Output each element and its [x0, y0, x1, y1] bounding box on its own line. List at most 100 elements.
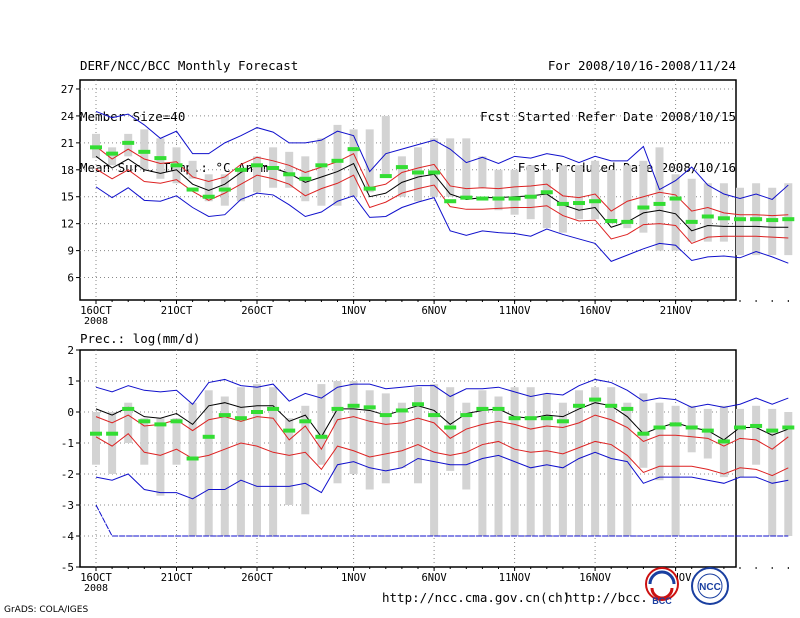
panel2-median-marker: [750, 423, 763, 428]
panel2-box: [558, 402, 567, 536]
panel2-median-marker: [234, 416, 247, 421]
panel1-box: [430, 138, 439, 197]
panel1-box: [285, 151, 294, 188]
panel2-box: [414, 387, 422, 484]
panel1-x-tick-label: 21NOV: [660, 305, 692, 317]
panel2-box: [92, 412, 100, 465]
panel1-median-marker: [540, 190, 553, 195]
panel2-box: [526, 387, 535, 536]
panel1-median-marker: [202, 194, 215, 199]
panel2-median-marker: [685, 425, 698, 430]
panel2-box: [172, 418, 181, 465]
panel2-median-marker: [90, 431, 102, 436]
panel1-x-tick-label: 1NOV: [341, 305, 367, 317]
panel2-x-tick-label: 26OCT: [241, 572, 273, 584]
panel2-x-tick-label: 1NOV: [341, 572, 367, 584]
panel2-median-marker: [299, 419, 312, 424]
panel2-box: [365, 390, 374, 490]
panel1-box: [687, 178, 696, 242]
panel1-box: [526, 165, 535, 220]
panel2-median-marker: [766, 428, 779, 433]
panel2-median-marker: [202, 434, 215, 439]
panel2-median-marker: [653, 425, 666, 430]
panel2-median-marker: [573, 403, 585, 408]
panel1-x-tick-label: 16NOV: [579, 305, 611, 317]
panel2-box: [381, 393, 390, 484]
panel1-x-tick-label: 11NOV: [499, 305, 531, 317]
panel2-box: [349, 381, 358, 474]
panel2-box: [108, 412, 117, 474]
panel1-y-tick-label: 12: [61, 218, 74, 231]
panel2-box: [752, 405, 761, 465]
panel2-y-tick-label: -2: [61, 468, 74, 481]
panel1-median-marker: [234, 167, 247, 172]
panel1-box: [124, 133, 133, 157]
bcc-url-link[interactable]: http://bcc.: [565, 590, 648, 605]
panel2-box: [494, 396, 503, 536]
panel2-median-marker: [412, 402, 424, 407]
panel2-title: Prec.: log(mm/d): [80, 331, 200, 346]
panel2-median-marker: [395, 408, 408, 413]
panel2-median-marker: [122, 406, 135, 411]
panel2-median-marker: [492, 406, 505, 411]
panel1-median-marker: [428, 170, 441, 175]
panel2-median-marker: [460, 413, 473, 418]
panel1-y-tick-label: 18: [61, 164, 74, 177]
panel2-box: [671, 405, 680, 536]
bcc-logo: BCC: [645, 567, 679, 606]
panel2-box: [784, 412, 793, 536]
panel1-x-tick-label: 26OCT: [241, 305, 273, 317]
panel2-median-marker: [283, 428, 296, 433]
panel1-box: [558, 165, 567, 233]
panel1-y-tick-label: 15: [61, 191, 74, 204]
panel1-median-marker: [734, 217, 746, 222]
panel1-median-marker: [524, 194, 537, 199]
panel1-median-marker: [669, 196, 682, 201]
panel1-y-tick-label: 27: [61, 83, 74, 96]
panel1-box: [607, 169, 616, 224]
panel2-median-marker: [605, 403, 618, 408]
ncc-url-link[interactable]: http://ncc.cma.gov.cn(ch): [382, 590, 571, 605]
panel2-median-marker: [540, 416, 553, 421]
panel2-y-tick-label: -3: [61, 499, 74, 512]
panel2-box: [478, 390, 487, 536]
panel2-y-tick-label: 2: [67, 344, 74, 357]
panel1-median-marker: [605, 218, 618, 223]
panel1-median-marker: [251, 163, 263, 168]
panel1-x-tick-label: 16OCT: [80, 305, 112, 317]
panel2-median-marker: [154, 422, 167, 427]
panel2-y-tick-label: 1: [67, 375, 74, 388]
panel2-median-marker: [524, 416, 537, 421]
ncc-logo: NCC: [691, 567, 729, 605]
panel2-outer-high-line: [95, 378, 789, 408]
header-right: For 2008/10/16-2008/11/24 Fcst Started R…: [480, 26, 736, 195]
panel2-median-marker: [637, 431, 650, 436]
panel1-median-marker: [363, 186, 376, 191]
panel2-inner-high-line: [95, 414, 789, 451]
panel2-y-tick-label: -4: [61, 530, 75, 543]
panel1-y-tick-label: 21: [61, 137, 74, 150]
panel1-median-marker: [508, 196, 521, 201]
panel1-box: [671, 174, 680, 251]
panel2-box: [188, 402, 197, 536]
panel1-box: [140, 129, 149, 170]
panel1-box: [204, 174, 213, 202]
panel1-outer-low-line: [95, 186, 789, 264]
panel2-y-tick-label: 0: [67, 406, 74, 419]
panel1-median-marker: [267, 166, 280, 170]
panel1-y-tick-label: 24: [61, 110, 75, 123]
panel2-box: [253, 384, 261, 536]
panel2-box: [204, 390, 213, 536]
panel1-median-marker: [717, 216, 730, 221]
panel1-median-marker: [138, 149, 151, 154]
panel1-year-label: 2008: [84, 316, 108, 327]
panel1-box: [591, 160, 600, 220]
panel1-median-marker: [653, 201, 666, 206]
panel2-inner-low-line: [95, 433, 789, 477]
ncc-logo-text: NCC: [699, 582, 721, 593]
forecast-period: For 2008/10/16-2008/11/24: [547, 58, 736, 73]
panel2-median-marker: [170, 419, 183, 424]
panel2-mean-line: [95, 402, 789, 441]
panel2-outer-low-line: [95, 451, 789, 500]
panel1-median-marker: [701, 214, 714, 219]
